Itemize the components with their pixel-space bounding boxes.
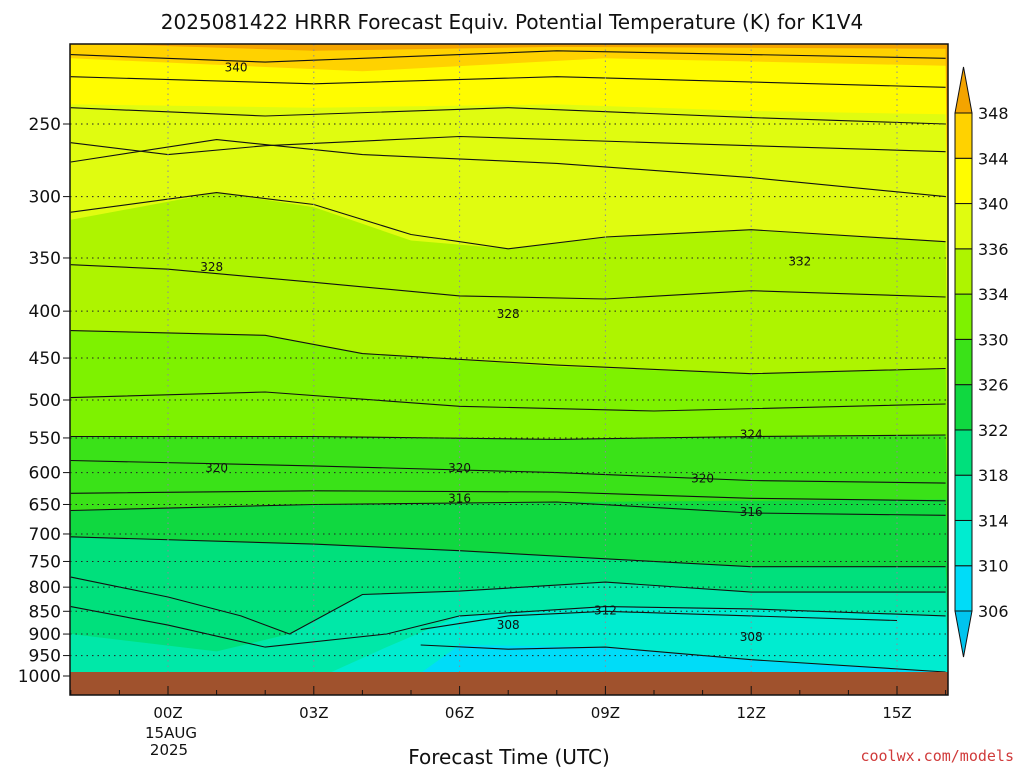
y-tick-label: 950 bbox=[29, 647, 61, 667]
contour-line bbox=[70, 135, 946, 156]
contour-label: 316 bbox=[740, 505, 763, 519]
colorbar-segment bbox=[954, 384, 973, 431]
colorbar-min-triangle bbox=[954, 610, 973, 658]
y-tick-label: 850 bbox=[29, 602, 61, 622]
x-axis: 00Z 03Z 06Z 09Z 12Z 15Z bbox=[70, 686, 947, 722]
y-tick-label: 300 bbox=[29, 188, 61, 208]
colorbar-label: 334 bbox=[978, 285, 1009, 304]
colorbar-segment bbox=[954, 157, 973, 205]
x-tick-label: 09Z bbox=[591, 704, 620, 722]
colorbar-label: 344 bbox=[978, 149, 1009, 168]
y-axis: 250 300 350 400 450 500 550 600 650 700 750 800 850 9… bbox=[18, 115, 70, 687]
colorbar-segment bbox=[954, 338, 973, 386]
colorbar-label: 318 bbox=[978, 466, 1009, 485]
y-tick-label: 450 bbox=[29, 349, 61, 369]
contour-line bbox=[70, 606, 946, 648]
x-axis-label: Forecast Time (UTC) bbox=[408, 745, 610, 768]
y-tick-label: 350 bbox=[29, 249, 61, 269]
plot-frame bbox=[69, 43, 949, 696]
y-tick-label: 1000 bbox=[18, 667, 61, 687]
y-tick-label: 600 bbox=[29, 464, 61, 484]
colorbar-label: 310 bbox=[978, 557, 1009, 576]
colorbar-segment bbox=[954, 203, 973, 250]
contour-label: 320 bbox=[691, 472, 714, 486]
colorbar-max-triangle bbox=[954, 66, 973, 114]
contour-label: 328 bbox=[200, 260, 223, 274]
terrain-block bbox=[70, 672, 948, 695]
terrain-fill bbox=[70, 672, 948, 695]
contour-line bbox=[70, 434, 946, 440]
x-tick-label: 00Z bbox=[153, 704, 182, 722]
y-tick-label: 650 bbox=[29, 495, 61, 515]
y-tick-label: 700 bbox=[29, 525, 61, 545]
colorbar-segment bbox=[954, 112, 973, 159]
chart-title: 2025081422 HRRR Forecast Equiv. Potentia… bbox=[161, 10, 863, 34]
y-tick-label: 550 bbox=[29, 429, 61, 449]
y-tick-label: 500 bbox=[29, 391, 61, 411]
x-tick-label: 03Z bbox=[299, 704, 328, 722]
contour-label: 320 bbox=[448, 461, 471, 475]
colorbar-segment bbox=[954, 248, 973, 295]
contour-label: 320 bbox=[205, 461, 228, 475]
colorbar-label: 330 bbox=[978, 330, 1009, 349]
contour-line bbox=[70, 391, 946, 412]
contour-label: 316 bbox=[448, 491, 471, 505]
x-tick-label: 15Z bbox=[882, 704, 911, 722]
date-label-day: 15AUG bbox=[145, 724, 197, 742]
contour-label: 308 bbox=[497, 618, 520, 632]
colorbar-label: 340 bbox=[978, 195, 1009, 214]
contour-line bbox=[70, 330, 946, 375]
colorbar-segment bbox=[954, 429, 973, 476]
contour-line bbox=[70, 459, 946, 484]
contour-line bbox=[70, 501, 946, 516]
colorbar-segment bbox=[954, 565, 973, 612]
y-tick-label: 400 bbox=[29, 302, 61, 322]
colorbar-segment bbox=[954, 293, 973, 340]
contour-line bbox=[70, 50, 946, 63]
colorbar: 306 310 314 318 322 326 330 334 336 340 344 348 bbox=[954, 66, 1009, 658]
credit-text: coolwx.com/models bbox=[860, 747, 1014, 765]
colorbar-label: 336 bbox=[978, 240, 1009, 259]
colorbar-segment bbox=[954, 519, 973, 567]
x-tick-label: 12Z bbox=[737, 704, 766, 722]
contour-label: 324 bbox=[740, 427, 763, 441]
colorbar-label: 322 bbox=[978, 421, 1009, 440]
y-tick-label: 900 bbox=[29, 625, 61, 645]
colorbar-label: 326 bbox=[978, 376, 1009, 395]
contour-label: 332 bbox=[788, 254, 811, 268]
y-tick-label: 750 bbox=[29, 552, 61, 572]
y-tick-label: 800 bbox=[29, 578, 61, 598]
contour-line bbox=[420, 644, 946, 673]
colorbar-label: 314 bbox=[978, 511, 1009, 530]
contour-line bbox=[70, 139, 946, 198]
contour-label: 308 bbox=[740, 630, 763, 644]
contour-line bbox=[70, 192, 946, 250]
y-tick-label: 250 bbox=[29, 115, 61, 135]
color-bands bbox=[70, 44, 948, 695]
contour-line bbox=[70, 76, 946, 88]
x-tick-label: 06Z bbox=[445, 704, 474, 722]
contour-line bbox=[70, 264, 946, 300]
plot-area bbox=[70, 44, 948, 695]
contour-label: 312 bbox=[594, 603, 617, 617]
colorbar-label: 348 bbox=[978, 104, 1009, 123]
contour-line bbox=[70, 107, 946, 125]
contour-label: 328 bbox=[497, 307, 520, 321]
contour-labels: 340 328 332 328 324 320 320 320 316 316 312 308 308 bbox=[200, 61, 811, 645]
contour-line bbox=[70, 490, 946, 502]
contour-line bbox=[70, 536, 946, 568]
colorbar-segment bbox=[954, 474, 973, 521]
date-label-year: 2025 bbox=[150, 741, 188, 759]
contour-label: 340 bbox=[225, 61, 248, 75]
colorbar-label: 306 bbox=[978, 602, 1009, 621]
contour-line bbox=[70, 576, 946, 635]
